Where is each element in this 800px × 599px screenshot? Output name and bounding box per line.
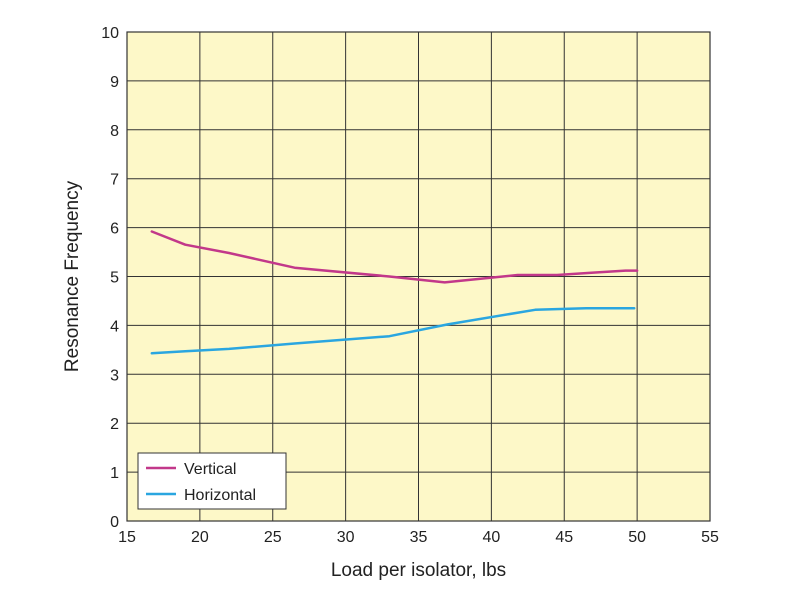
legend-entry: Vertical xyxy=(184,461,236,478)
x-tick-label: 30 xyxy=(337,529,355,546)
x-axis-label: Load per isolator, lbs xyxy=(331,560,506,581)
x-tick-label: 50 xyxy=(628,529,646,546)
y-tick-label: 2 xyxy=(110,416,119,433)
y-tick-label: 4 xyxy=(110,318,119,335)
x-tick-label: 25 xyxy=(264,529,282,546)
legend: Vertical Horizontal xyxy=(137,452,287,510)
y-tick-label: 1 xyxy=(110,465,119,482)
y-axis-ticks: 0 1 2 3 4 5 6 7 8 9 10 xyxy=(101,25,119,531)
legend-box xyxy=(137,452,287,510)
y-tick-label: 3 xyxy=(110,367,119,384)
legend-entry: Horizontal xyxy=(184,487,256,504)
x-tick-label: 45 xyxy=(555,529,573,546)
y-tick-label: 9 xyxy=(110,74,119,91)
y-tick-label: 7 xyxy=(110,172,119,189)
y-axis-label: Resonance Frequency xyxy=(62,180,83,372)
x-tick-label: 55 xyxy=(701,529,719,546)
y-tick-label: 0 xyxy=(110,514,119,531)
series-layer xyxy=(150,230,639,355)
x-tick-label: 15 xyxy=(118,529,136,546)
plot-border xyxy=(126,31,711,522)
y-tick-label: 5 xyxy=(110,270,119,287)
x-tick-label: 35 xyxy=(410,529,428,546)
series-line-horizontal xyxy=(150,307,636,355)
x-axis-ticks: 15 20 25 30 35 40 45 50 55 xyxy=(118,529,719,546)
y-tick-label: 6 xyxy=(110,221,119,238)
y-tick-label: 10 xyxy=(101,25,119,42)
series-line-vertical xyxy=(150,230,639,284)
x-tick-label: 20 xyxy=(191,529,209,546)
y-tick-label: 8 xyxy=(110,123,119,140)
x-tick-label: 40 xyxy=(482,529,500,546)
